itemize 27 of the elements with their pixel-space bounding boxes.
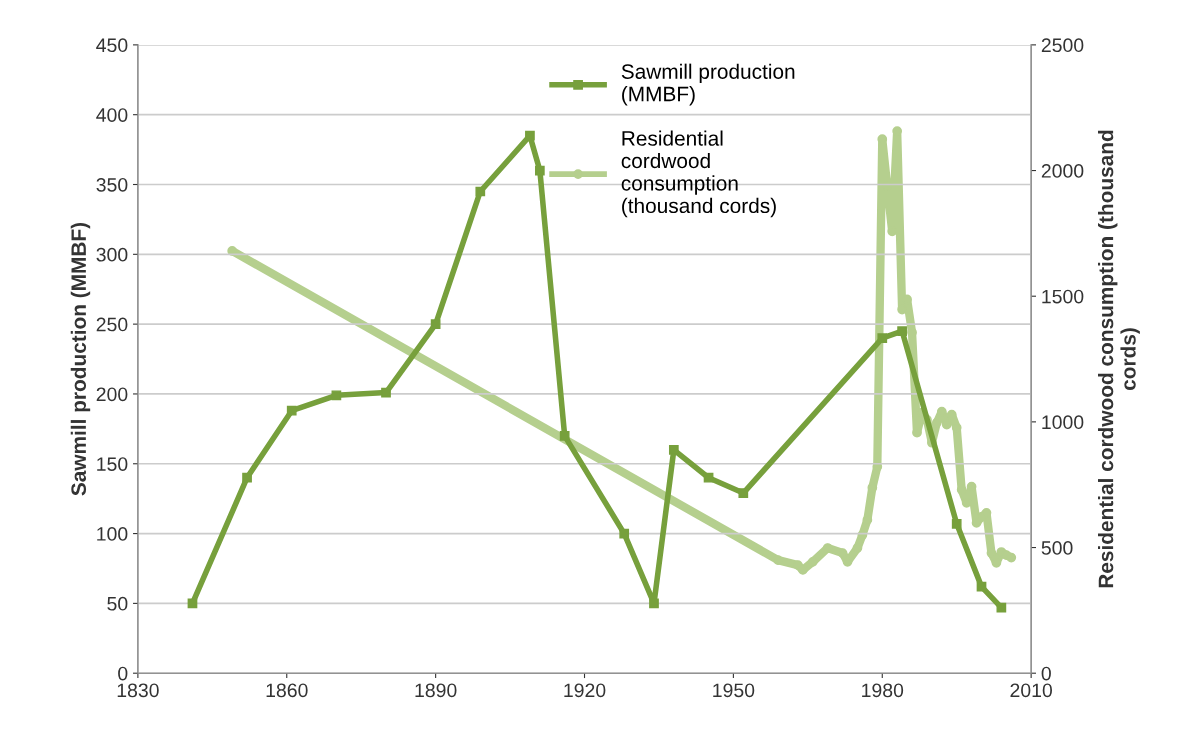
- legend-label: Sawmill production (MMBF): [621, 63, 795, 106]
- x-tick-label: 1890: [415, 683, 457, 698]
- x-tick-label: 1950: [713, 683, 755, 698]
- y-tick-label: 100: [97, 527, 128, 541]
- y-tick-label: 300: [96, 247, 128, 262]
- x-tick-label: 2010: [1010, 683, 1053, 698]
- y-axis-title: Sawmill production (MMBF): [70, 222, 91, 496]
- y2-tick-label: 1000: [1042, 415, 1084, 430]
- y2-tick-label: 1500: [1042, 289, 1084, 304]
- legend-label: Residential cordwood consumption (thousand cords): [621, 130, 776, 218]
- y-tick-label: 350: [96, 177, 128, 192]
- y-tick-label: 250: [96, 317, 128, 332]
- y2-axis-title: Residential cordwood consumption (thousand cords): [1098, 130, 1140, 588]
- y-tick-label: 50: [107, 596, 128, 611]
- x-tick-label: 1980: [862, 683, 904, 698]
- y-tick-label: 150: [97, 457, 128, 471]
- x-tick-label: 1920: [564, 683, 606, 698]
- y2-tick-label: 500: [1041, 541, 1073, 555]
- y-tick-label: 450: [96, 38, 128, 53]
- y-tick-label: 0: [118, 666, 128, 681]
- y2-tick-label: 2500: [1041, 38, 1084, 53]
- y2-tick-label: 2000: [1041, 164, 1084, 178]
- y2-tick-label: 0: [1041, 666, 1051, 681]
- y-tick-label: 200: [96, 387, 128, 402]
- y-tick-label: 400: [96, 108, 128, 122]
- x-tick-label: 1830: [117, 683, 159, 698]
- x-tick-label: 1860: [266, 683, 308, 698]
